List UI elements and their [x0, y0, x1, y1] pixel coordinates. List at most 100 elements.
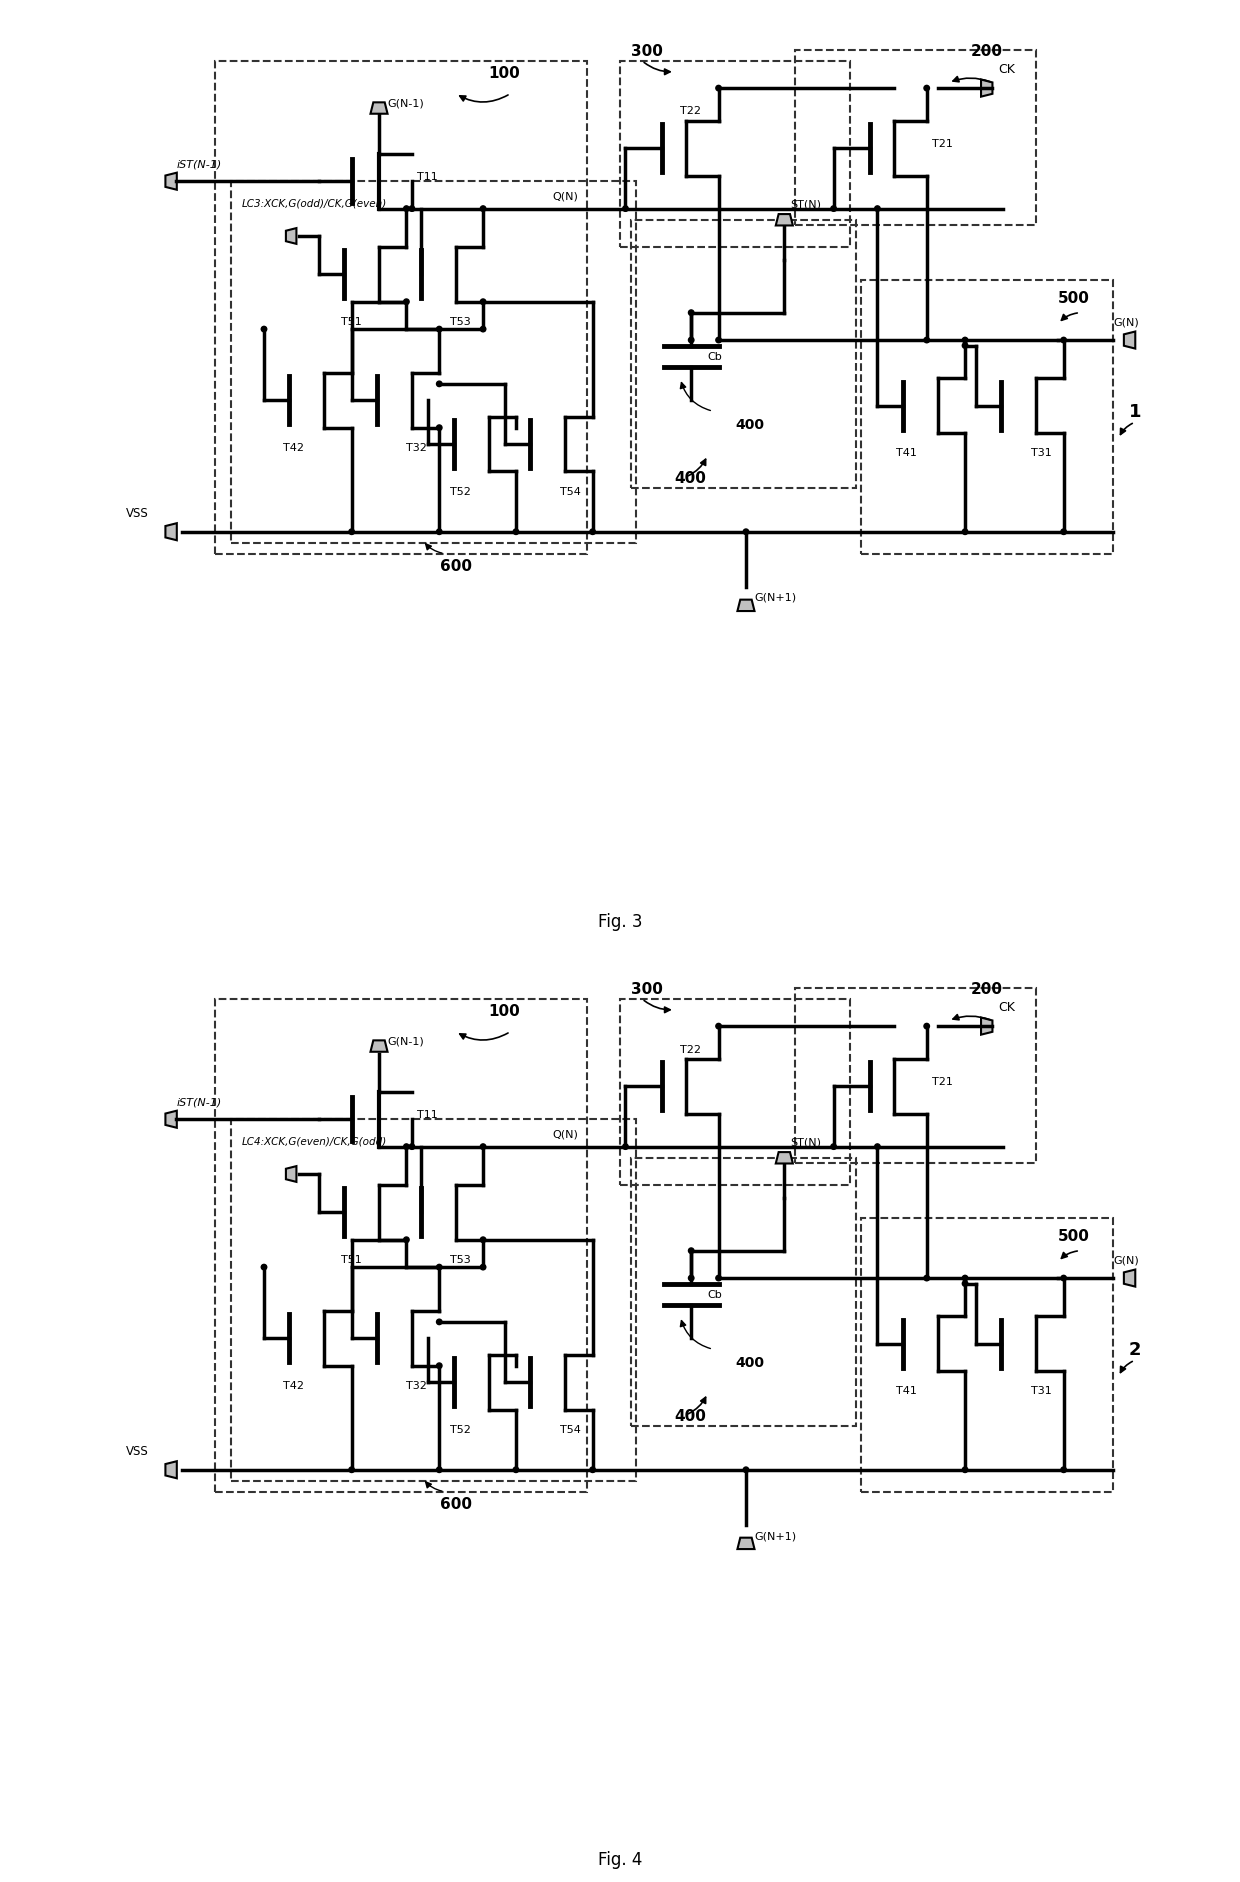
- Text: LC4:XCK,G(even)/CK,G(odd): LC4:XCK,G(even)/CK,G(odd): [242, 1137, 387, 1146]
- Text: 400: 400: [735, 1355, 764, 1368]
- Polygon shape: [286, 230, 296, 245]
- Polygon shape: [738, 600, 754, 612]
- Circle shape: [688, 339, 694, 344]
- Text: 400: 400: [735, 418, 764, 431]
- Circle shape: [480, 1265, 486, 1270]
- Bar: [231, 183, 636, 544]
- Text: T52: T52: [450, 1425, 471, 1434]
- Circle shape: [924, 1024, 930, 1029]
- Circle shape: [1061, 339, 1066, 344]
- Circle shape: [436, 1363, 441, 1368]
- Text: ST(N): ST(N): [790, 1137, 821, 1146]
- Circle shape: [962, 339, 967, 344]
- Circle shape: [924, 339, 930, 344]
- Circle shape: [1061, 1468, 1066, 1474]
- Text: T21: T21: [932, 1077, 954, 1086]
- Text: 200: 200: [971, 982, 1002, 997]
- Circle shape: [962, 344, 967, 348]
- Circle shape: [348, 529, 355, 534]
- Text: T41: T41: [897, 448, 916, 457]
- Text: G(N): G(N): [1114, 1255, 1138, 1265]
- Text: iST(N-1): iST(N-1): [176, 1097, 222, 1107]
- Circle shape: [874, 1144, 880, 1150]
- Text: 500: 500: [1058, 1229, 1090, 1244]
- Text: iST(N-1): iST(N-1): [176, 158, 222, 169]
- Circle shape: [715, 1276, 722, 1282]
- Text: Q(N): Q(N): [552, 1129, 578, 1139]
- Circle shape: [962, 529, 967, 534]
- Circle shape: [436, 327, 441, 333]
- Text: ST(N): ST(N): [790, 199, 821, 209]
- Circle shape: [715, 339, 722, 344]
- Bar: [631, 1157, 856, 1427]
- Text: T54: T54: [559, 1425, 580, 1434]
- Circle shape: [436, 382, 441, 388]
- Bar: [215, 999, 587, 1492]
- Text: T22: T22: [681, 1045, 702, 1054]
- Circle shape: [480, 1236, 486, 1242]
- Circle shape: [404, 1236, 409, 1242]
- Circle shape: [962, 1468, 967, 1474]
- Circle shape: [962, 1276, 967, 1282]
- Polygon shape: [165, 1462, 177, 1479]
- Circle shape: [404, 207, 409, 213]
- Text: CK: CK: [998, 1001, 1014, 1013]
- Polygon shape: [371, 1041, 388, 1052]
- Circle shape: [513, 1468, 518, 1474]
- Text: Q(N): Q(N): [552, 192, 578, 201]
- Text: Cb: Cb: [708, 352, 723, 361]
- Bar: [795, 988, 1037, 1163]
- Circle shape: [480, 1144, 486, 1150]
- Text: VSS: VSS: [126, 506, 149, 519]
- Text: Fig. 3: Fig. 3: [598, 913, 642, 930]
- Text: 200: 200: [971, 43, 1002, 58]
- Bar: [861, 1218, 1114, 1492]
- Polygon shape: [371, 104, 388, 115]
- Text: T54: T54: [559, 486, 580, 497]
- Circle shape: [436, 1265, 441, 1270]
- Bar: [861, 280, 1114, 555]
- Text: G(N+1): G(N+1): [755, 1530, 797, 1539]
- Text: T11: T11: [418, 171, 438, 183]
- Circle shape: [743, 529, 749, 534]
- Text: CK: CK: [998, 62, 1014, 75]
- Circle shape: [622, 1144, 629, 1150]
- Circle shape: [436, 1319, 441, 1325]
- Text: T22: T22: [681, 107, 702, 117]
- Circle shape: [590, 529, 595, 534]
- Circle shape: [874, 207, 880, 213]
- Text: LC3:XCK,G(odd)/CK,G(even): LC3:XCK,G(odd)/CK,G(even): [242, 198, 387, 209]
- Text: T31: T31: [1030, 448, 1052, 457]
- Circle shape: [1061, 529, 1066, 534]
- Text: 100: 100: [489, 1003, 521, 1018]
- Text: 100: 100: [489, 66, 521, 81]
- Circle shape: [409, 1144, 414, 1150]
- Circle shape: [480, 207, 486, 213]
- Circle shape: [262, 327, 267, 333]
- Text: Fig. 4: Fig. 4: [598, 1850, 642, 1867]
- Circle shape: [962, 1282, 967, 1287]
- Text: G(N): G(N): [1114, 318, 1138, 327]
- Text: 400: 400: [675, 470, 707, 486]
- Text: T42: T42: [283, 442, 304, 454]
- Text: G(N+1): G(N+1): [755, 593, 797, 602]
- Circle shape: [715, 87, 722, 92]
- Polygon shape: [776, 215, 792, 226]
- Text: T51: T51: [341, 316, 361, 327]
- Polygon shape: [286, 1167, 296, 1182]
- Text: T32: T32: [407, 442, 428, 454]
- Text: 1: 1: [1128, 403, 1141, 422]
- Circle shape: [622, 207, 629, 213]
- Polygon shape: [165, 1110, 177, 1127]
- Text: T51: T51: [341, 1253, 361, 1265]
- Circle shape: [924, 1276, 930, 1282]
- Text: T41: T41: [897, 1385, 916, 1396]
- Text: 500: 500: [1058, 290, 1090, 305]
- Polygon shape: [981, 1018, 992, 1035]
- Text: 2: 2: [1128, 1340, 1141, 1359]
- Circle shape: [743, 1468, 749, 1474]
- Circle shape: [348, 1468, 355, 1474]
- Circle shape: [715, 1024, 722, 1029]
- Bar: [231, 1120, 636, 1481]
- Circle shape: [513, 529, 518, 534]
